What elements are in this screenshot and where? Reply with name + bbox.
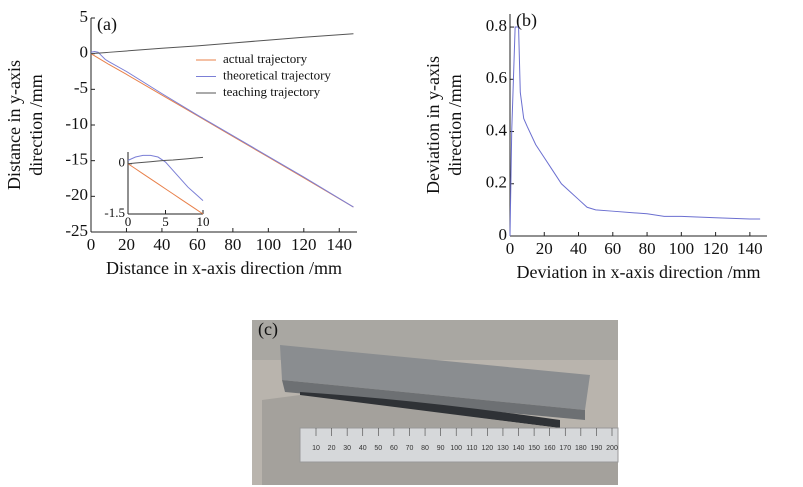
series-line: [90, 53, 354, 208]
ruler-label: 50: [374, 445, 382, 452]
ruler-label: 90: [437, 445, 445, 452]
photo-label: (c): [258, 319, 278, 340]
y-axis-title: direction /mm: [26, 74, 46, 175]
x-tick-label: 0: [506, 239, 515, 258]
x-tick-label: 100: [669, 239, 695, 258]
y-tick-label: 0.2: [486, 173, 507, 192]
x-tick-label: 10: [197, 214, 210, 229]
y-tick-label: 0.4: [486, 120, 508, 139]
x-tick-label: 5: [162, 214, 169, 229]
series-line: [127, 156, 204, 165]
photo: [252, 320, 619, 485]
x-tick-label: 40: [570, 239, 587, 258]
x-tick-label: 0: [87, 235, 96, 254]
ruler-label: 30: [343, 445, 351, 452]
ruler-label: 20: [328, 445, 336, 452]
ruler-label: 40: [359, 445, 367, 452]
x-tick-label: 140: [327, 235, 353, 254]
y-tick-label: -15: [65, 150, 88, 169]
ruler-label: 150: [528, 445, 540, 452]
y-tick-label: -25: [65, 221, 88, 240]
ruler-label: 120: [482, 445, 494, 452]
ruler-label: 70: [406, 445, 414, 452]
y-tick-label: 0: [80, 43, 89, 62]
y-axis-title: Deviation in y-axis: [423, 56, 443, 194]
ruler-label: 190: [591, 445, 603, 452]
ruler-label: 10: [312, 445, 320, 452]
y-tick-label: -10: [65, 114, 88, 133]
x-tick-label: 140: [737, 239, 763, 258]
ruler-label: 200: [606, 445, 618, 452]
y-tick-label: 5: [80, 7, 89, 26]
x-tick-label: 60: [604, 239, 621, 258]
ruler-label: 170: [559, 445, 571, 452]
ruler-label: 160: [544, 445, 556, 452]
x-tick-label: 100: [256, 235, 282, 254]
y-tick-label: 0.8: [486, 16, 507, 35]
x-tick-label: 20: [118, 235, 135, 254]
ruler-label: 130: [497, 445, 509, 452]
y-tick-label: 0.6: [486, 68, 507, 87]
series-line: [509, 26, 761, 237]
series-line: [127, 154, 204, 201]
legend-label: theoretical trajectory: [223, 67, 331, 82]
series-line: [90, 33, 354, 55]
y-axis-title: direction /mm: [445, 74, 465, 175]
ruler-label: 80: [421, 445, 429, 452]
y-tick-label: -1.5: [104, 205, 125, 220]
y-tick-label: 0: [119, 155, 126, 170]
x-tick-label: 120: [703, 239, 729, 258]
ruler-label: 140: [513, 445, 525, 452]
x-axis-title: Distance in x-axis direction /mm: [106, 258, 342, 278]
x-tick-label: 80: [224, 235, 241, 254]
legend-label: teaching trajectory: [223, 84, 321, 99]
x-tick-label: 20: [536, 239, 553, 258]
panel-label: (b): [516, 10, 537, 31]
ruler-label: 60: [390, 445, 398, 452]
series-line: [90, 51, 354, 208]
y-tick-label: -5: [74, 78, 88, 97]
x-tick-label: 40: [153, 235, 170, 254]
ruler-label: 180: [575, 445, 587, 452]
x-tick-label: 120: [291, 235, 317, 254]
plate-top: [280, 345, 590, 410]
weld-seam: [300, 392, 560, 428]
ruler-label: 100: [450, 445, 462, 452]
y-axis-title: Distance in y-axis: [4, 60, 24, 190]
x-tick-label: 60: [189, 235, 206, 254]
x-tick-label: 80: [639, 239, 656, 258]
y-tick-label: -20: [65, 185, 88, 204]
series-line: [127, 163, 204, 215]
panel-label: (a): [97, 14, 117, 35]
ruler-label: 110: [466, 445, 477, 452]
y-tick-label: 0: [499, 225, 508, 244]
x-axis-title: Deviation in x-axis direction /mm: [517, 262, 761, 282]
plate-edge: [282, 380, 585, 420]
legend-label: actual trajectory: [223, 51, 308, 66]
x-tick-label: 0: [125, 214, 132, 229]
